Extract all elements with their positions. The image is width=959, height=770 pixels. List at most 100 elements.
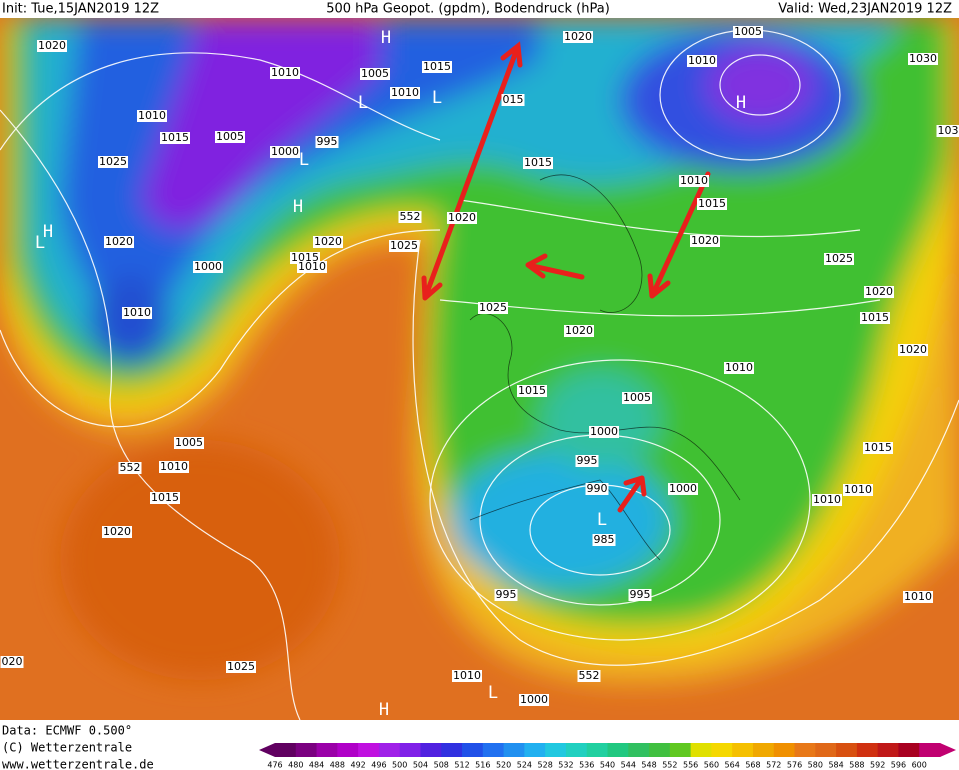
isobar-label-bg: [422, 61, 452, 73]
isobar-label: 1020: [691, 234, 719, 247]
colorbar-label: 504: [413, 761, 428, 770]
colorbar-swatch: [732, 743, 754, 757]
isobar-label-bg: [215, 131, 245, 143]
colorbar-label: 548: [641, 761, 656, 770]
website: www.wetterzentrale.de: [2, 758, 154, 770]
isobar-label: 1005: [623, 391, 651, 404]
colorbar-swatch: [441, 743, 463, 757]
colorbar-label: 532: [558, 761, 573, 770]
isobar-label: 1020: [38, 39, 66, 52]
colorbar-swatch: [524, 743, 546, 757]
isobar-label: 1015: [698, 197, 726, 210]
copyright: (C) Wetterzentrale: [2, 741, 132, 755]
isobar-label-bg: [585, 483, 609, 495]
colorbar: 476 480 484 488 492 496 500 504 508 512 516 520 524 5…: [259, 743, 956, 770]
colorbar-swatch: [919, 743, 941, 757]
colorbar-label: 580: [808, 761, 823, 770]
isobar-label-bg: [118, 462, 142, 474]
map-title: 500 hPa Geopot. (gpdm), Bodendruck (hPa): [326, 2, 610, 17]
isobar-label-bg: [824, 253, 854, 265]
colorbar-swatch: [586, 743, 608, 757]
isobar-label-bg: [226, 661, 256, 673]
pressure-center: L: [597, 510, 607, 530]
colorbar-label: 480: [288, 761, 303, 770]
isobar-label-bg: [494, 589, 518, 601]
isobar-label: 1005: [175, 436, 203, 449]
colorbar-swatch: [856, 743, 879, 757]
colorbar-swatch: [462, 743, 484, 757]
isobar-label: 1020: [105, 235, 133, 248]
isobar-label-bg: [564, 325, 594, 337]
isobar-label: 1015: [291, 251, 319, 264]
isobar-label-bg: [843, 484, 873, 496]
isobar-label: 1010: [391, 86, 419, 99]
isobar-label: 1025: [99, 155, 127, 168]
colorbar-swatch: [898, 743, 920, 757]
isobar-label-bg: [398, 211, 422, 223]
pressure-center: L: [299, 150, 309, 170]
isobar-label-bg: [898, 344, 928, 356]
colorbar-label: 588: [849, 761, 864, 770]
colorbar-swatch: [420, 743, 442, 757]
colorbar-swatch: [316, 743, 338, 757]
isobar-label: 552: [400, 210, 421, 223]
colorbar-label: 600: [912, 761, 927, 770]
isobar-label-bg: [174, 437, 204, 449]
colorbar-label: 576: [787, 761, 802, 770]
colorbar-swatch: [669, 743, 692, 757]
colorbar-label: 500: [392, 761, 407, 770]
isobar-label: 995: [577, 454, 598, 467]
isobar-label: 995: [317, 135, 338, 148]
colorbar-label: 528: [538, 761, 553, 770]
colorbar-label: 556: [683, 761, 698, 770]
isobar-label-bg: [863, 442, 893, 454]
isobar-label-bg: [687, 55, 717, 67]
isobar-label-bg: [297, 261, 327, 273]
isobar-label-bg: [315, 136, 339, 148]
isobar-label-bg: [733, 26, 763, 38]
isobar-label-bg: [864, 286, 894, 298]
pressure-center: H: [43, 222, 53, 242]
pressure-center: L: [432, 88, 442, 108]
isobar-label: 1015: [861, 311, 889, 324]
colorbar-swatch: [711, 743, 733, 757]
isobar-label-bg: [389, 240, 419, 252]
isobar-label: 020: [2, 655, 23, 668]
map-field: 1020 1010 1015 1025 1020 1000 1010 1005 1010 1015…: [0, 18, 959, 720]
colorbar-swatch: [794, 743, 816, 757]
isobar-label: 1015: [151, 491, 179, 504]
isobar-label-bg: [690, 235, 720, 247]
isobar-label-bg: [360, 68, 390, 80]
colorbar-label: 568: [745, 761, 760, 770]
isobar-label-bg: [592, 534, 616, 546]
isobar-label-bg: [150, 492, 180, 504]
isobar-label-bg: [575, 455, 599, 467]
colorbar-swatch: [358, 743, 380, 757]
isobar-label: 1025: [227, 660, 255, 673]
isobar-label: 1025: [825, 252, 853, 265]
isobar-label-bg: [860, 312, 890, 324]
colorbar-label: 584: [828, 761, 843, 770]
isobar-label: 1000: [669, 482, 697, 495]
isobar-label: 1020: [314, 235, 342, 248]
isobar-label: 1025: [479, 301, 507, 314]
isobar-label: 1010: [138, 109, 166, 122]
isobar-label-bg: [270, 146, 300, 158]
colorbar-swatch: [752, 743, 775, 757]
colorbar-swatch: [545, 743, 567, 757]
isobar-label-bg: [193, 261, 223, 273]
colorbar-swatch: [482, 743, 505, 757]
colorbar-label: 560: [704, 761, 719, 770]
colorbar-label: 536: [579, 761, 594, 770]
isobar-label: 1010: [160, 460, 188, 473]
colorbar-label: 540: [600, 761, 615, 770]
colorbar-label: 592: [870, 761, 885, 770]
isobar-label-bg: [908, 53, 938, 65]
isobar-label: 1010: [688, 54, 716, 67]
colorbar-label: 524: [517, 761, 532, 770]
isobar-label: 552: [579, 669, 600, 682]
pressure-center: H: [293, 197, 303, 217]
isobar-label: 990: [587, 482, 608, 495]
isobar-label-bg: [160, 132, 190, 144]
isobar-label: 1025: [390, 239, 418, 252]
